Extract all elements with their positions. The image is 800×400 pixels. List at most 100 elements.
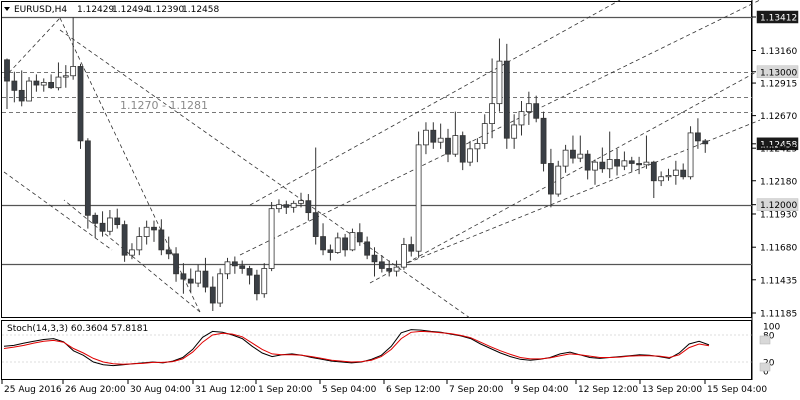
price-tick-label: 1.12670 — [760, 112, 797, 122]
candle-body — [77, 66, 84, 142]
axes: 1.13412 1.13160 1.13000 1.12915 1.12670 1.124… — [1, 10, 799, 395]
candle-body — [356, 232, 363, 243]
candle-body — [503, 60, 510, 139]
candle-body — [92, 214, 99, 224]
ohlc-high: 1.12494 — [112, 5, 149, 15]
stoch-tick-label: 0 — [763, 368, 769, 378]
trend-line-3 — [63, 199, 201, 313]
candle-body — [577, 153, 584, 159]
candle-body — [570, 149, 576, 159]
candle-body — [393, 266, 400, 272]
price-tick-label: 1.13000 — [760, 68, 797, 78]
candle-body — [665, 175, 672, 178]
ohlc-close: 1.12458 — [182, 5, 219, 15]
candle-body — [99, 222, 106, 232]
time-tick-label: 1 Sep 20:00 — [258, 385, 313, 395]
candle-body — [400, 244, 407, 268]
trend-line-8 — [394, 119, 761, 269]
candle-body — [445, 137, 451, 155]
stochastic-lines — [2, 329, 752, 367]
price-tick-label: 1.12915 — [760, 80, 797, 90]
candle-body — [584, 153, 591, 171]
candle-body — [658, 176, 665, 182]
candle-body — [518, 111, 525, 126]
candle-body — [40, 81, 47, 86]
time-tick-label: 6 Sep 12:00 — [386, 385, 441, 395]
price-tick-label: 1.11680 — [760, 244, 797, 254]
price-tag-box — [756, 65, 799, 79]
candle-body — [143, 226, 150, 237]
price-tick-label: 1.12425 — [760, 145, 797, 155]
candle-body — [525, 103, 532, 113]
time-tick-label: 25 Aug 2016 — [4, 385, 62, 395]
candle-body — [650, 161, 657, 182]
trend-line-6 — [239, 0, 761, 256]
time-tick-label: 15 Sep 04:00 — [707, 385, 767, 395]
candle-body — [334, 237, 341, 253]
candle-body — [290, 202, 297, 208]
stoch-tick-label: 100 — [763, 323, 780, 333]
chart-menu-triangle-icon[interactable] — [4, 7, 10, 11]
candle-body — [70, 66, 77, 77]
price-tag-box — [756, 137, 799, 151]
candle-body — [261, 268, 268, 295]
candle-body — [489, 103, 496, 124]
candle-body — [562, 149, 569, 167]
candle-body — [180, 273, 187, 280]
time-tick-label: 12 Sep 12:00 — [578, 385, 638, 395]
time-tick-label: 26 Aug 20:00 — [65, 385, 126, 395]
candle-body — [695, 132, 701, 142]
candle-body — [628, 160, 635, 164]
candle-body — [342, 237, 349, 251]
candle-body — [555, 165, 562, 195]
stoch-k-line — [3, 329, 710, 367]
candle-body — [496, 60, 503, 105]
stoch-plot-frame — [1, 320, 752, 380]
candle-body — [320, 236, 326, 251]
candle-body — [239, 265, 246, 269]
candle-body — [48, 81, 54, 89]
candle-body — [386, 268, 393, 272]
candle-body — [246, 268, 253, 276]
candle-body — [136, 236, 143, 251]
trend-line-2 — [3, 171, 113, 251]
time-tick-label: 31 Aug 12:00 — [195, 385, 256, 395]
candle-body — [173, 253, 179, 275]
trend-line-1 — [59, 17, 201, 313]
candle-body — [606, 159, 613, 170]
horizontal-levels — [2, 16, 752, 266]
stoch-label: Stoch(14,3,3) 60.3604 57.8181 — [7, 324, 148, 334]
candle-body — [423, 129, 429, 146]
candle-body — [107, 217, 113, 232]
stoch-level-marker-80 — [759, 335, 771, 345]
candle-body — [224, 261, 231, 275]
price-tag-box — [756, 198, 799, 211]
candle-body — [283, 204, 290, 208]
candle-body — [533, 103, 540, 119]
candle-body — [55, 76, 62, 89]
candle-body — [349, 232, 356, 251]
candle-body — [702, 140, 709, 145]
candle-body — [305, 200, 312, 214]
candle-body — [121, 224, 128, 256]
candle-body — [467, 148, 473, 163]
candle-body — [430, 129, 437, 143]
candle-body — [371, 254, 378, 263]
stoch-level-marker-20 — [759, 362, 771, 372]
price-tick-label: 1.13412 — [760, 14, 797, 24]
ohlc-low: 1.12390 — [147, 5, 184, 15]
candle-body — [18, 89, 25, 102]
candle-body — [11, 80, 18, 91]
candle-body — [621, 160, 628, 167]
candle-body — [231, 261, 238, 267]
price-tick-label: 1.12180 — [760, 177, 797, 187]
candle-body — [548, 163, 554, 195]
candle-body — [643, 161, 650, 166]
candle-body — [511, 124, 518, 139]
candle-body — [364, 241, 371, 256]
candle-body — [312, 212, 319, 237]
price-tag-box — [756, 10, 799, 24]
candle-body — [687, 132, 694, 178]
candle-body — [298, 200, 304, 204]
price-tick-label: 1.11435 — [760, 276, 797, 286]
